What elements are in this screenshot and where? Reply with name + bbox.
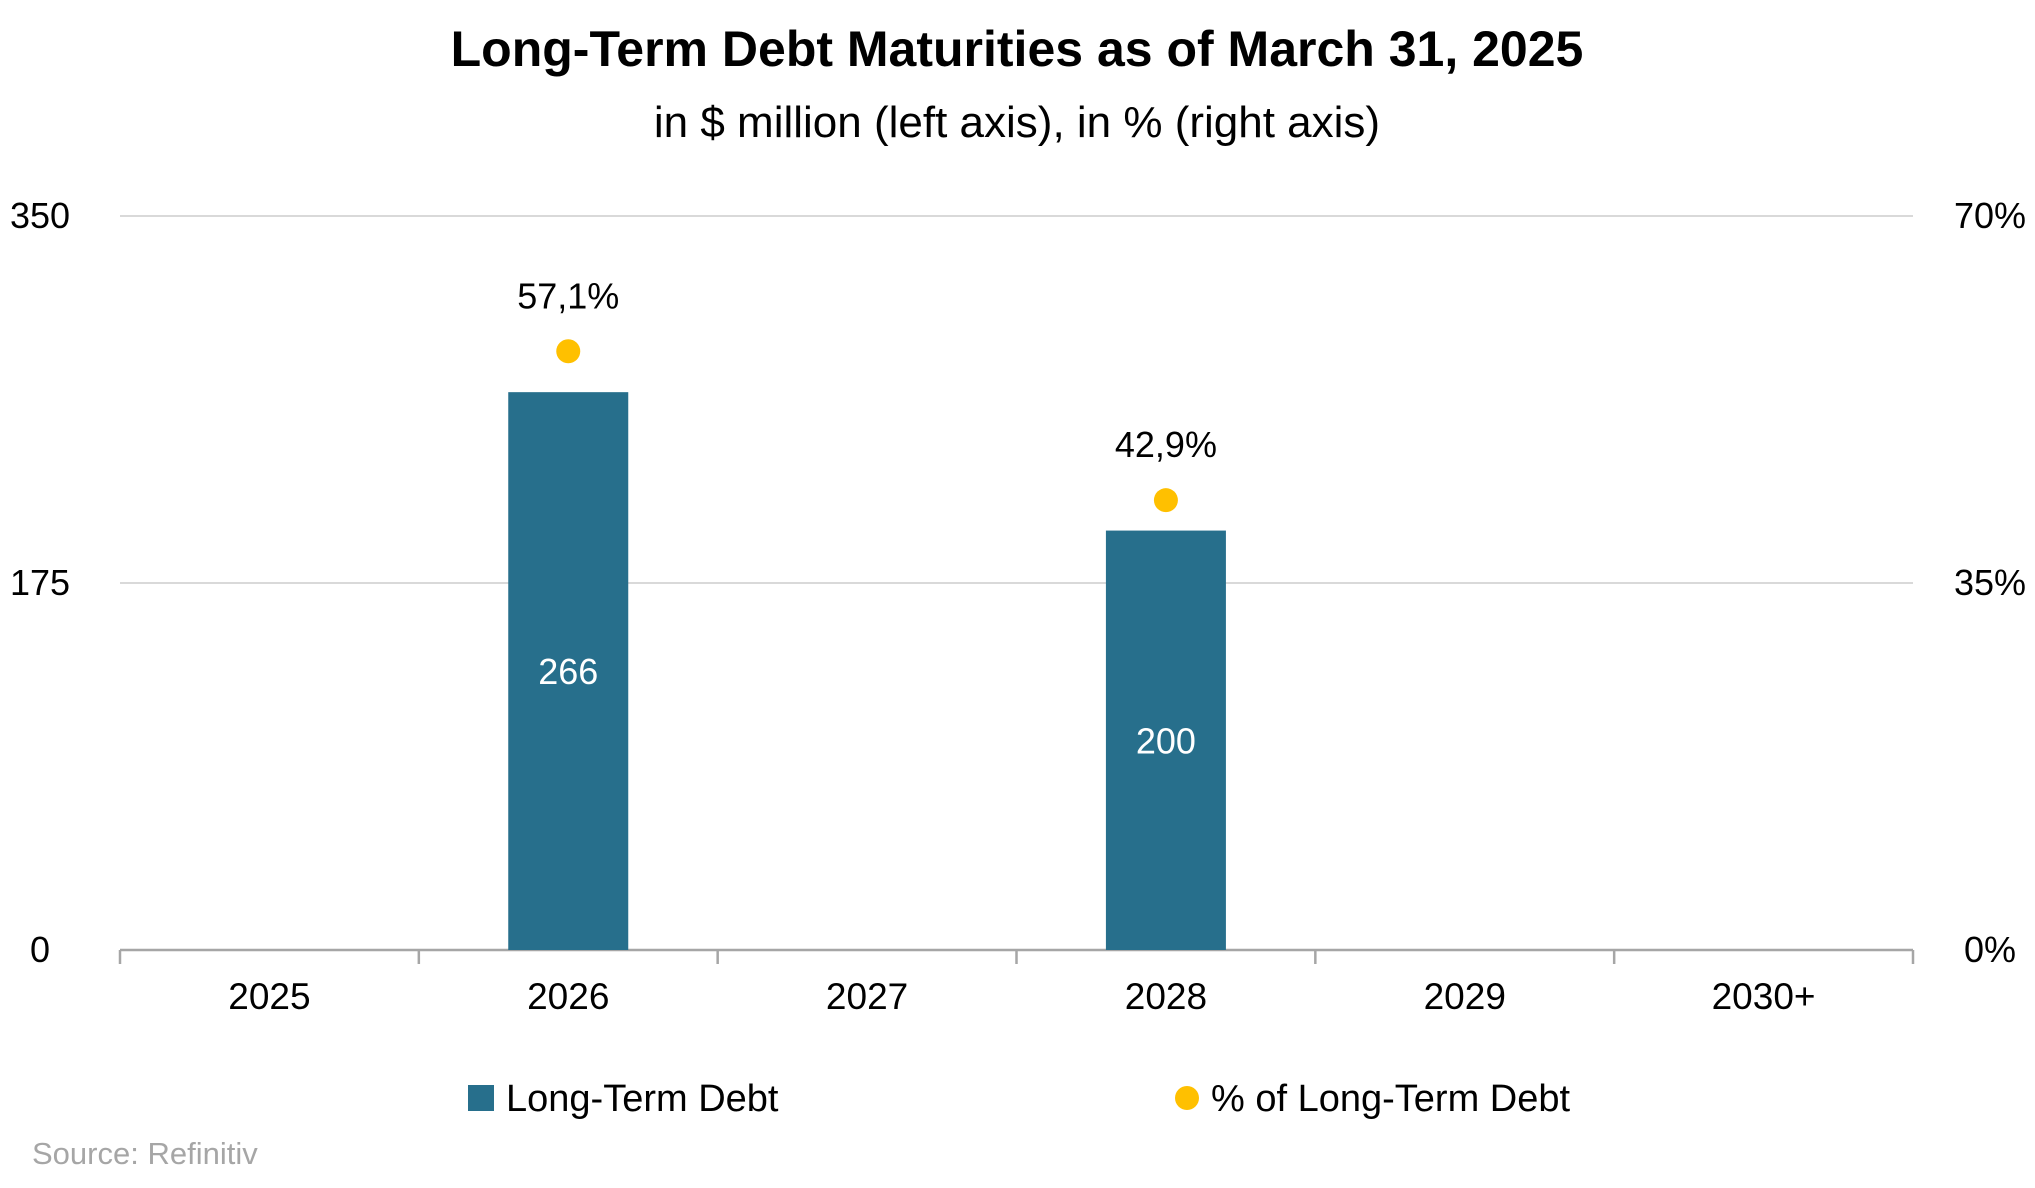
right-axis-tick-label: 0% (1964, 929, 2016, 970)
bar-long-term-debt (508, 392, 629, 950)
x-axis-category-label: 2026 (527, 976, 609, 1017)
x-axis-category-label: 2030+ (1712, 976, 1816, 1017)
dot-percent-long-term-debt (556, 339, 581, 364)
legend-swatch-long-term-debt (468, 1085, 494, 1111)
gridlines (120, 215, 1913, 584)
x-axis-category-label: 2028 (1125, 976, 1207, 1017)
legend-label-long-term-debt: Long-Term Debt (506, 1078, 779, 1120)
legend-label-percent: % of Long-Term Debt (1211, 1078, 1570, 1120)
left-axis-tick-label: 0 (30, 929, 50, 970)
legend-swatch-percent (1175, 1086, 1199, 1110)
axes: 0 175 350 0% 35% 70% 2025 2026 2027 2028 2029 2030+ (10, 195, 2026, 1017)
dot-percent-long-term-debt (1153, 488, 1178, 513)
source-note: Source: Refinitiv (32, 1136, 258, 1171)
bar-value-label: 200 (1136, 720, 1196, 761)
bar-series: 266 200 (508, 392, 1226, 950)
dot-series: 57,1% 42,9% (517, 275, 1217, 513)
x-axis-category-label: 2027 (826, 976, 908, 1017)
bar-long-term-debt (1105, 530, 1226, 950)
dot-value-label: 42,9% (1115, 424, 1217, 465)
left-axis-tick-label: 350 (10, 195, 70, 236)
chart-subtitle: in $ million (left axis), in % (right ax… (654, 98, 1380, 147)
bar-value-label: 266 (538, 651, 598, 692)
chart-title: Long-Term Debt Maturities as of March 31… (451, 21, 1584, 77)
legend: Long-Term Debt % of Long-Term Debt (468, 1078, 1570, 1120)
right-axis-tick-label: 70% (1954, 195, 2026, 236)
x-axis-category-label: 2025 (228, 976, 310, 1017)
left-axis-tick-label: 175 (10, 562, 70, 603)
dot-value-label: 57,1% (517, 275, 619, 316)
right-axis-tick-label: 35% (1954, 562, 2026, 603)
x-axis-category-label: 2029 (1424, 976, 1506, 1017)
